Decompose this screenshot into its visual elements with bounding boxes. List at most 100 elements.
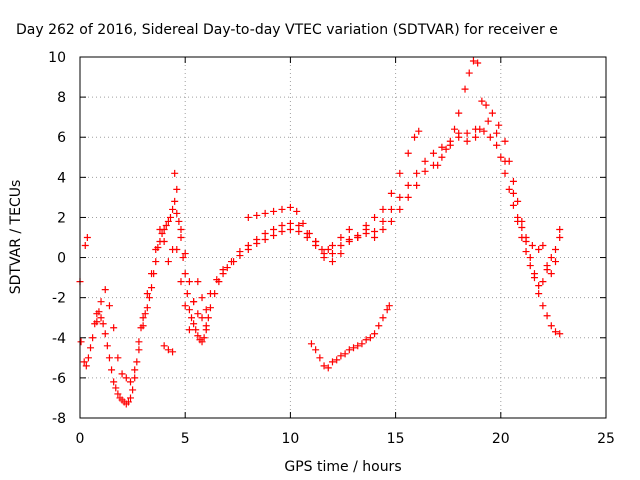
data-point-plus-marker: [324, 246, 332, 254]
y-tick-label: 2: [57, 210, 66, 226]
data-point-plus-marker: [497, 153, 505, 161]
data-point-plus-marker: [463, 137, 471, 145]
data-point-plus-marker: [181, 250, 189, 258]
data-point-plus-marker: [312, 238, 320, 246]
data-point-plus-marker: [320, 362, 328, 370]
data-point-plus-marker: [316, 354, 324, 362]
data-point-plus-marker: [101, 286, 109, 294]
data-point-plus-marker: [514, 197, 522, 205]
data-point-plus-marker: [396, 169, 404, 177]
data-point-plus-marker: [183, 290, 191, 298]
data-point-plus-marker: [514, 213, 522, 221]
data-point-plus-marker: [556, 330, 564, 338]
data-point-plus-marker: [434, 161, 442, 169]
data-point-plus-marker: [202, 306, 210, 314]
data-point-plus-marker: [81, 242, 89, 250]
data-point-plus-marker: [185, 326, 193, 334]
x-tick-label: 20: [492, 431, 510, 447]
data-point-plus-marker: [341, 350, 349, 358]
data-point-plus-marker: [253, 211, 261, 219]
data-point-plus-marker: [518, 217, 526, 225]
data-point-plus-marker: [337, 352, 345, 360]
data-point-plus-marker: [396, 193, 404, 201]
data-point-plus-marker: [535, 290, 543, 298]
data-point-plus-marker: [305, 229, 313, 237]
data-point-plus-marker: [169, 205, 177, 213]
data-point-plus-marker: [181, 302, 189, 310]
data-point-plus-marker: [175, 217, 183, 225]
data-point-plus-marker: [286, 225, 294, 233]
data-point-plus-marker: [350, 344, 358, 352]
data-point-plus-marker: [192, 326, 200, 334]
data-point-plus-marker: [80, 358, 88, 366]
data-point-plus-marker: [295, 221, 303, 229]
data-point-plus-marker: [469, 57, 477, 65]
data-point-plus-marker: [345, 346, 353, 354]
data-point-plus-marker: [286, 219, 294, 227]
data-point-plus-marker: [173, 185, 181, 193]
data-point-plus-marker: [362, 221, 370, 229]
data-point-plus-marker: [171, 169, 179, 177]
data-point-plus-marker: [148, 270, 156, 278]
data-point-plus-marker: [543, 262, 551, 270]
data-point-plus-marker: [148, 284, 156, 292]
data-point-plus-marker: [488, 109, 496, 117]
data-point-plus-marker: [383, 306, 391, 314]
data-point-plus-marker: [169, 348, 177, 356]
data-point-plus-marker: [461, 85, 469, 93]
data-point-plus-marker: [198, 314, 206, 322]
data-point-plus-marker: [118, 370, 126, 378]
data-point-plus-marker: [337, 250, 345, 258]
data-point-plus-marker: [552, 246, 560, 254]
y-tick-label: 6: [57, 130, 66, 146]
data-point-plus-marker: [135, 338, 143, 346]
data-point-plus-marker: [474, 59, 482, 67]
data-point-plus-marker: [139, 314, 147, 322]
data-point-plus-marker: [129, 386, 137, 394]
data-point-plus-marker: [164, 258, 172, 266]
data-point-plus-marker: [278, 205, 286, 213]
data-point-plus-marker: [244, 213, 252, 221]
data-point-plus-marker: [385, 302, 393, 310]
data-point-plus-marker: [141, 310, 149, 318]
data-point-plus-marker: [379, 217, 387, 225]
axis-ticks: 0 5 10 15 20 25 -8 -6 -4 -2 0 2 4 6 8 10: [48, 50, 615, 447]
data-point-plus-marker: [387, 205, 395, 213]
data-point-plus-marker: [337, 234, 345, 241]
data-point-plus-marker: [328, 242, 336, 250]
data-point-plus-marker: [518, 223, 526, 231]
grid-lines: [80, 57, 606, 418]
data-point-plus-marker: [509, 189, 517, 197]
data-point-plus-marker: [455, 129, 463, 137]
data-point-plus-marker: [547, 254, 555, 262]
data-point-plus-marker: [396, 205, 404, 213]
data-point-plus-marker: [101, 330, 109, 338]
data-point-plus-marker: [438, 153, 446, 161]
y-tick-label: -4: [52, 331, 66, 347]
data-point-plus-marker: [185, 306, 193, 314]
data-point-plus-marker: [371, 213, 379, 221]
data-point-plus-marker: [318, 246, 326, 254]
data-point-plus-marker: [83, 234, 91, 241]
data-point-plus-marker: [204, 314, 212, 322]
y-tick-label: -8: [52, 411, 66, 427]
data-point-plus-marker: [110, 378, 118, 386]
data-point-plus-marker: [97, 298, 105, 306]
data-point-plus-marker: [112, 384, 120, 392]
data-point-plus-marker: [484, 117, 492, 125]
data-point-plus-marker: [261, 209, 269, 217]
data-point-plus-marker: [194, 278, 202, 286]
data-point-plus-marker: [324, 364, 332, 372]
data-point-plus-marker: [185, 278, 193, 286]
data-point-plus-marker: [328, 250, 336, 258]
data-point-plus-marker: [451, 125, 459, 133]
data-point-plus-marker: [164, 346, 172, 354]
data-point-plus-marker: [472, 133, 480, 141]
data-point-plus-marker: [387, 217, 395, 225]
data-point-plus-marker: [295, 227, 303, 235]
y-axis-label: SDTVAR / TECUs: [8, 180, 24, 295]
data-point-plus-marker: [99, 320, 107, 328]
data-point-plus-marker: [135, 346, 143, 354]
data-point-plus-marker: [476, 125, 484, 133]
